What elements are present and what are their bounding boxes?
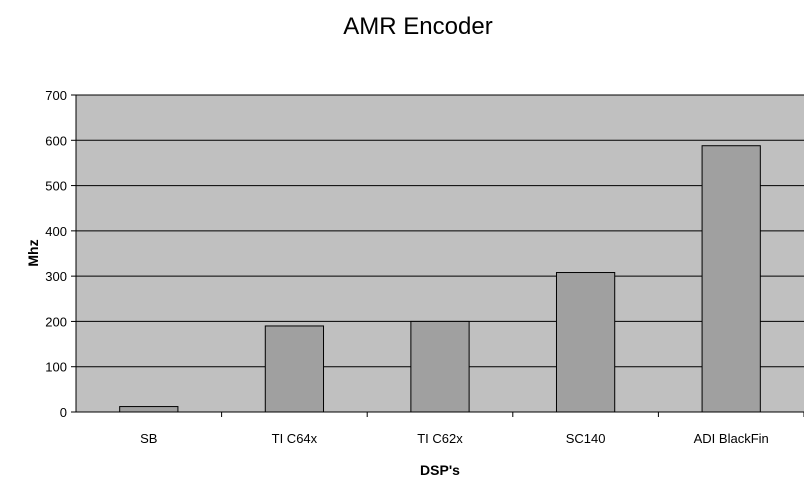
y-axis-title: Mhz <box>25 239 41 266</box>
bar <box>264 325 325 413</box>
y-tick-label: 500 <box>45 179 67 194</box>
x-tick-label: ADI BlackFin <box>694 431 769 446</box>
y-tick-label: 200 <box>45 314 67 329</box>
x-tick-label: SB <box>140 431 157 446</box>
bar <box>555 272 616 413</box>
y-tick-label: 400 <box>45 224 67 239</box>
bars <box>119 145 761 413</box>
y-tick-label: 600 <box>45 133 67 148</box>
chart-title: AMR Encoder <box>343 13 492 40</box>
x-axis-ticks: SB TI C64x TI C62x SC140 ADI BlackFin <box>140 412 804 446</box>
y-axis-ticks: 0 100 200 300 400 500 600 700 <box>45 88 76 420</box>
x-tick-label: TI C62x <box>417 431 463 446</box>
x-axis-title: DSP's <box>420 462 460 478</box>
x-tick-label: TI C64x <box>272 431 318 446</box>
bar <box>410 320 470 413</box>
y-tick-label: 0 <box>60 405 67 420</box>
y-tick-label: 300 <box>45 269 67 284</box>
y-tick-label: 700 <box>45 88 67 103</box>
bar <box>119 406 179 413</box>
bar <box>701 145 761 413</box>
y-tick-label: 100 <box>45 360 67 375</box>
x-tick-label: SC140 <box>566 431 606 446</box>
